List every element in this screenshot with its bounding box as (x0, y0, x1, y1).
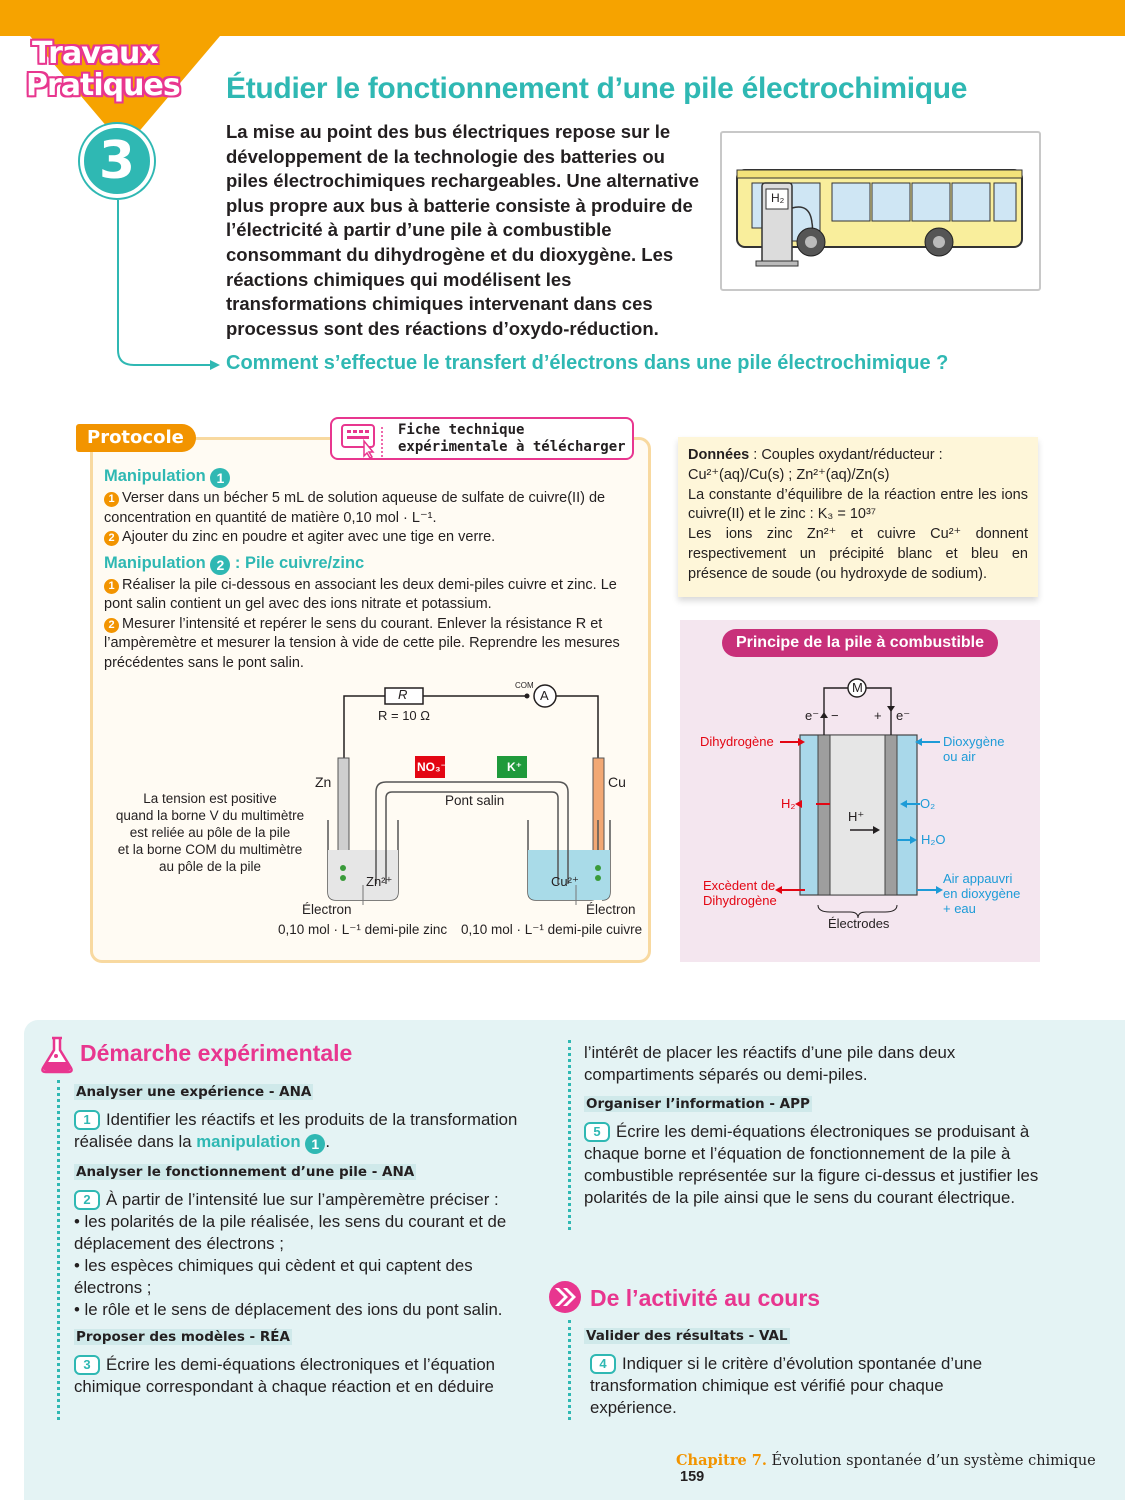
dihydrogen-label: Dihydrogène (700, 734, 774, 749)
manipulation-2-title: Manipulation 2 : Pile cuivre/zinc (104, 553, 365, 575)
flask-icon (41, 1036, 73, 1074)
cu-ion-label: Cu²⁺ (551, 874, 579, 889)
bus-icon (736, 169, 1023, 267)
question-2-bullet-2: • les espèces chimiques qui cèdent et qu… (74, 1256, 473, 1297)
electron-right-label: Électron (586, 902, 636, 917)
manipulation-1-step2: 2 Ajouter du zinc en poudre et agiter ave… (104, 528, 629, 548)
demarche-title: Démarche expérimentale (80, 1040, 353, 1066)
electrochemical-cell-diagram (327, 684, 611, 905)
header-triangle (30, 36, 220, 148)
page-number: 159 (680, 1469, 705, 1485)
electron-left-label: Électron (302, 902, 352, 917)
zn-electrode-label: Zn (315, 774, 332, 790)
fuel-cell-diagram (775, 678, 943, 919)
activity-number: 3 (80, 124, 154, 198)
intro-text: La mise au point des bus électriques rep… (226, 121, 699, 339)
question-4: 4 Indiquer si le critère d’évolution spon… (590, 1354, 983, 1417)
nitrate-ion-label: NO₃⁻ (417, 760, 447, 774)
right-dotted-line-2 (568, 1320, 571, 1420)
potassium-ion-label: K⁺ (507, 760, 522, 774)
cu-electrode-label: Cu (608, 774, 626, 790)
chapter-number: Chapitre 7. (676, 1452, 767, 1469)
manipulation-1-badge: 1 (210, 468, 231, 488)
series-title-line1: Travaux (32, 36, 159, 71)
minus-sign: − (831, 708, 839, 723)
activite-section: Valider des résultats - VAL 4 Indiquer si… (584, 1327, 1034, 1419)
page-title: Étudier le fonctionnement d’une pile éle… (226, 72, 968, 105)
question-3-continued: l’intérêt de placer les réactifs d’une p… (584, 1043, 956, 1084)
voltage-note: La tension est positive quand la borne V … (115, 791, 305, 874)
skill-app: Organiser l’information - APP (584, 1096, 812, 1112)
bus-illustration: H₂ (720, 131, 1041, 291)
manipulation-2-step2: 2 Mesurer l’intensité et repérer le sens … (104, 615, 620, 671)
skill-ana-2: Analyser le fonctionnement d’une pile - … (74, 1164, 417, 1180)
right-dotted-line-1 (568, 1040, 571, 1230)
plus-sign: + (874, 708, 882, 723)
skill-rea: Proposer des modèles - RÉA (74, 1329, 292, 1345)
question-2-bullet-3: • le rôle et le sens de déplacement des … (74, 1300, 503, 1319)
left-dotted-line (57, 1080, 60, 1420)
manipulation-2-badge: 2 (210, 554, 231, 575)
double-chevron-icon (549, 1281, 581, 1313)
activite-title: De l’activité au cours (590, 1285, 821, 1311)
zn-ion-label: Zn²⁺ (366, 874, 393, 889)
manipulation-1-title: Manipulation 1 (104, 467, 629, 488)
skill-ana-1: Analyser une expérience - ANA (74, 1084, 314, 1100)
protocol-label: Protocole (76, 424, 196, 452)
motor-label: M (852, 680, 863, 695)
h2-label: H₂ (771, 191, 785, 205)
question-1: 1 Identifier les réactifs et les produits… (74, 1110, 518, 1154)
fiche-line1: Fiche technique (398, 422, 525, 438)
manipulation-section: Manipulation 1 1 Verser dans un bécher 5 … (104, 467, 629, 673)
electron-right-fuel: e⁻ (896, 708, 911, 723)
connector-line (117, 200, 220, 370)
h2o-label: H₂O (921, 832, 946, 847)
manipulation-2-step1: 1 Réaliser la pile ci-dessous en associan… (104, 576, 617, 612)
guiding-question: Comment s’effectue le transfert d’électr… (226, 352, 949, 374)
data-box: Données : Couples oxydant/réducteur : Cu… (678, 437, 1038, 597)
electron-left-fuel: e⁻ (805, 708, 820, 723)
questions-section (24, 1020, 1125, 1500)
question-3: 3 Écrire les demi-équations électroniques… (74, 1355, 495, 1396)
o2-label: O₂ (920, 796, 936, 811)
demarche-questions-right: l’intérêt de placer les réactifs d’une p… (584, 1042, 1044, 1209)
solution-left-label: 0,10 mol · L⁻¹ demi-pile zinc (278, 922, 448, 937)
footer: Chapitre 7. Évolution spontanée d’un sys… (676, 1452, 1125, 1485)
top-bar (0, 0, 1125, 36)
skill-val: Valider des résultats - VAL (584, 1328, 790, 1344)
question-2-bullet-1: • les polarités de la pile réalisée, les… (74, 1212, 507, 1253)
fuel-cell-title: Principe de la pile à combustible (722, 629, 998, 657)
manipulation-1-step1: 1 Verser dans un bécher 5 mL de solution … (104, 490, 606, 526)
fiche-line2: expérimentale à télécharger (398, 439, 626, 455)
oxygen-label: Dioxygène ou air (943, 734, 1005, 764)
chapter-title: Évolution spontanée d’un système chimiqu… (771, 1453, 1096, 1469)
fiche-technique-link[interactable]: Fiche technique expérimentale à téléchar… (330, 417, 634, 460)
keyboard-click-icon (341, 424, 383, 459)
resistor-value: R = 10 Ω (378, 708, 430, 723)
hplus-label: H⁺ (848, 809, 865, 824)
question-5: 5 Écrire les demi-équations électroniques… (584, 1122, 1039, 1207)
demarche-questions: Analyser une expérience - ANA 1 Identifie… (74, 1083, 534, 1398)
salt-bridge-label: Pont salin (445, 793, 505, 808)
solution-right-label: 0,10 mol · L⁻¹ demi-pile cuivre (461, 922, 643, 937)
com-label: COM (515, 681, 534, 690)
depleted-air-label: Air appauvri en dioxygène + eau (943, 871, 1021, 916)
resistor-label: R (398, 687, 408, 702)
excess-h2-label: Excèdent de Dihydrogène (703, 878, 777, 908)
series-title-line2: Pratiques (26, 68, 181, 103)
h2-inlet-label: H₂ (781, 796, 796, 811)
ammeter-label: A (540, 688, 549, 703)
electrodes-label: Électrodes (828, 916, 890, 931)
